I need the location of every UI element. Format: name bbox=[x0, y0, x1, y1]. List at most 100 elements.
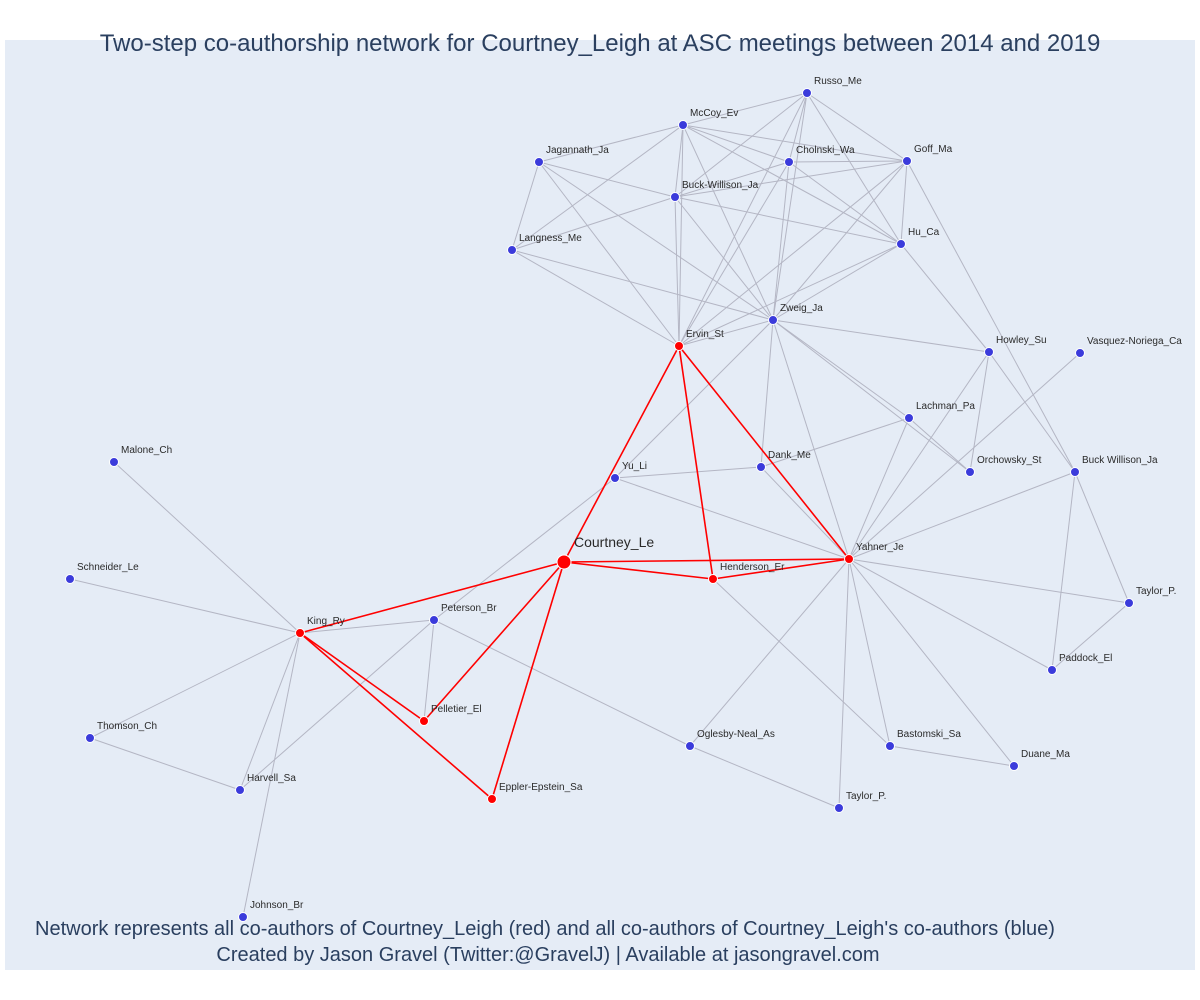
node-marker[interactable] bbox=[1124, 598, 1134, 608]
node-Cholnski_Wa[interactable]: Cholnski_Wa bbox=[784, 145, 855, 167]
node-marker[interactable] bbox=[768, 315, 778, 325]
node-King_Ry[interactable]: King_Ry bbox=[295, 616, 345, 638]
node-marker[interactable] bbox=[534, 157, 544, 167]
node-Orchowsky_St[interactable]: Orchowsky_St bbox=[965, 455, 1042, 477]
node-marker[interactable] bbox=[487, 794, 497, 804]
node-label: Pelletier_El bbox=[431, 704, 482, 715]
node-label: Bastomski_Sa bbox=[897, 729, 961, 740]
node-marker[interactable] bbox=[1009, 761, 1019, 771]
node-label: Vasquez-Noriega_Ca bbox=[1087, 336, 1182, 347]
node-marker[interactable] bbox=[802, 88, 812, 98]
node-label: Thomson_Ch bbox=[97, 721, 157, 732]
node-Hu_Ca[interactable]: Hu_Ca bbox=[896, 227, 940, 249]
node-marker[interactable] bbox=[670, 192, 680, 202]
edge-Buck-Willison_Ja-Zweig_Ja bbox=[674, 196, 774, 321]
node-label: Taylor_P. bbox=[846, 791, 886, 802]
node-marker[interactable] bbox=[429, 615, 439, 625]
node-marker[interactable] bbox=[678, 120, 688, 130]
node-Duane_Ma[interactable]: Duane_Ma bbox=[1009, 749, 1071, 771]
node-label: Harvell_Sa bbox=[247, 773, 296, 784]
node-Eppler-Epstein_Sa[interactable]: Eppler-Epstein_Sa bbox=[487, 782, 583, 804]
node-Yu_Li[interactable]: Yu_Li bbox=[610, 461, 648, 483]
node-Lachman_Pa[interactable]: Lachman_Pa bbox=[904, 401, 976, 423]
node-Taylor_P_2[interactable]: Taylor_P. bbox=[834, 791, 887, 813]
node-marker[interactable] bbox=[674, 341, 684, 351]
edge-Courtney_Le-King_Ry bbox=[299, 561, 565, 634]
edge-Yahner_Je-Bastomski_Sa bbox=[848, 558, 891, 747]
node-Harvell_Sa[interactable]: Harvell_Sa bbox=[235, 773, 297, 795]
node-Johnson_Br[interactable]: Johnson_Br bbox=[238, 900, 305, 922]
edge-McCoy_Ev-Zweig_Ja bbox=[682, 124, 774, 321]
node-Jagannath_Ja[interactable]: Jagannath_Ja bbox=[534, 145, 610, 167]
node-marker[interactable] bbox=[685, 741, 695, 751]
node-Buck_Willison_Ja[interactable]: Buck Willison_Ja bbox=[1070, 455, 1159, 477]
node-Paddock_El[interactable]: Paddock_El bbox=[1047, 653, 1113, 675]
node-marker[interactable] bbox=[610, 473, 620, 483]
edge-Courtney_Le-Pelletier_El bbox=[423, 561, 565, 722]
node-marker[interactable] bbox=[419, 716, 429, 726]
node-Russo_Me[interactable]: Russo_Me bbox=[802, 76, 863, 98]
node-Howley_Su[interactable]: Howley_Su bbox=[984, 335, 1047, 357]
edge-Yu_Li-Peterson_Br bbox=[433, 477, 616, 621]
node-marker[interactable] bbox=[984, 347, 994, 357]
edge-Goff_Ma-Buck-Willison_Ja bbox=[674, 160, 908, 198]
node-marker[interactable] bbox=[1070, 467, 1080, 477]
node-marker[interactable] bbox=[507, 245, 517, 255]
edge-Jagannath_Ja-Zweig_Ja bbox=[538, 161, 774, 321]
node-Vasquez-Noriega_Ca[interactable]: Vasquez-Noriega_Ca bbox=[1075, 336, 1183, 358]
node-label: Howley_Su bbox=[996, 335, 1047, 346]
node-Dank_Me[interactable]: Dank_Me bbox=[756, 450, 812, 472]
node-marker[interactable] bbox=[109, 457, 119, 467]
node-marker[interactable] bbox=[295, 628, 305, 638]
node-marker[interactable] bbox=[556, 554, 572, 570]
edge-Buck_Willison_Ja-Taylor_P_1 bbox=[1074, 471, 1130, 604]
node-Henderson_Er[interactable]: Henderson_Er bbox=[708, 562, 786, 584]
edge-Bastomski_Sa-Duane_Ma bbox=[889, 745, 1015, 767]
node-marker[interactable] bbox=[708, 574, 718, 584]
edge-Buck-Willison_Ja-Hu_Ca bbox=[674, 196, 902, 245]
node-Taylor_P_1[interactable]: Taylor_P. bbox=[1124, 586, 1177, 608]
node-marker[interactable] bbox=[844, 554, 854, 564]
node-Courtney_Le[interactable]: Courtney_Le bbox=[556, 534, 654, 570]
node-marker[interactable] bbox=[885, 741, 895, 751]
node-Bastomski_Sa[interactable]: Bastomski_Sa bbox=[885, 729, 962, 751]
edge-Lachman_Pa-Orchowsky_St bbox=[908, 417, 971, 473]
node-Pelletier_El[interactable]: Pelletier_El bbox=[419, 704, 482, 726]
node-Malone_Ch[interactable]: Malone_Ch bbox=[109, 445, 173, 467]
node-Langness_Me[interactable]: Langness_Me bbox=[507, 233, 583, 255]
node-marker[interactable] bbox=[756, 462, 766, 472]
node-Thomson_Ch[interactable]: Thomson_Ch bbox=[85, 721, 158, 743]
edge-Malone_Ch-King_Ry bbox=[113, 461, 301, 634]
footer-description: Network represents all co-authors of Cou… bbox=[35, 918, 1055, 940]
node-McCoy_Ev[interactable]: McCoy_Ev bbox=[678, 108, 739, 130]
node-Oglesby-Neal_As[interactable]: Oglesby-Neal_As bbox=[685, 729, 775, 751]
node-marker[interactable] bbox=[965, 467, 975, 477]
node-Yahner_Je[interactable]: Yahner_Je bbox=[844, 542, 905, 564]
edge-Courtney_Le-Yahner_Je bbox=[563, 558, 850, 563]
node-marker[interactable] bbox=[904, 413, 914, 423]
node-marker[interactable] bbox=[1047, 665, 1057, 675]
node-Buck-Willison_Ja[interactable]: Buck-Willison_Ja bbox=[670, 180, 759, 202]
node-label: Buck Willison_Ja bbox=[1082, 455, 1158, 466]
node-marker[interactable] bbox=[1075, 348, 1085, 358]
node-marker[interactable] bbox=[235, 785, 245, 795]
node-Peterson_Br[interactable]: Peterson_Br bbox=[429, 603, 498, 625]
edge-Cholnski_Wa-Buck-Willison_Ja bbox=[674, 161, 790, 198]
node-label: Peterson_Br bbox=[441, 603, 497, 614]
node-marker[interactable] bbox=[896, 239, 906, 249]
node-Ervin_St[interactable]: Ervin_St bbox=[674, 329, 725, 351]
node-marker[interactable] bbox=[902, 156, 912, 166]
edge-Buck-Willison_Ja-Ervin_St bbox=[674, 196, 680, 347]
node-marker[interactable] bbox=[238, 912, 248, 922]
edge-Goff_Ma-Zweig_Ja bbox=[772, 160, 908, 321]
node-Goff_Ma[interactable]: Goff_Ma bbox=[902, 144, 953, 166]
node-marker[interactable] bbox=[784, 157, 794, 167]
edge-Jagannath_Ja-Buck-Willison_Ja bbox=[538, 161, 676, 198]
node-marker[interactable] bbox=[65, 574, 75, 584]
edge-Jagannath_Ja-Ervin_St bbox=[538, 161, 680, 347]
node-Zweig_Ja[interactable]: Zweig_Ja bbox=[768, 303, 824, 325]
node-Schneider_Le[interactable]: Schneider_Le bbox=[65, 562, 140, 584]
node-marker[interactable] bbox=[85, 733, 95, 743]
node-marker[interactable] bbox=[834, 803, 844, 813]
